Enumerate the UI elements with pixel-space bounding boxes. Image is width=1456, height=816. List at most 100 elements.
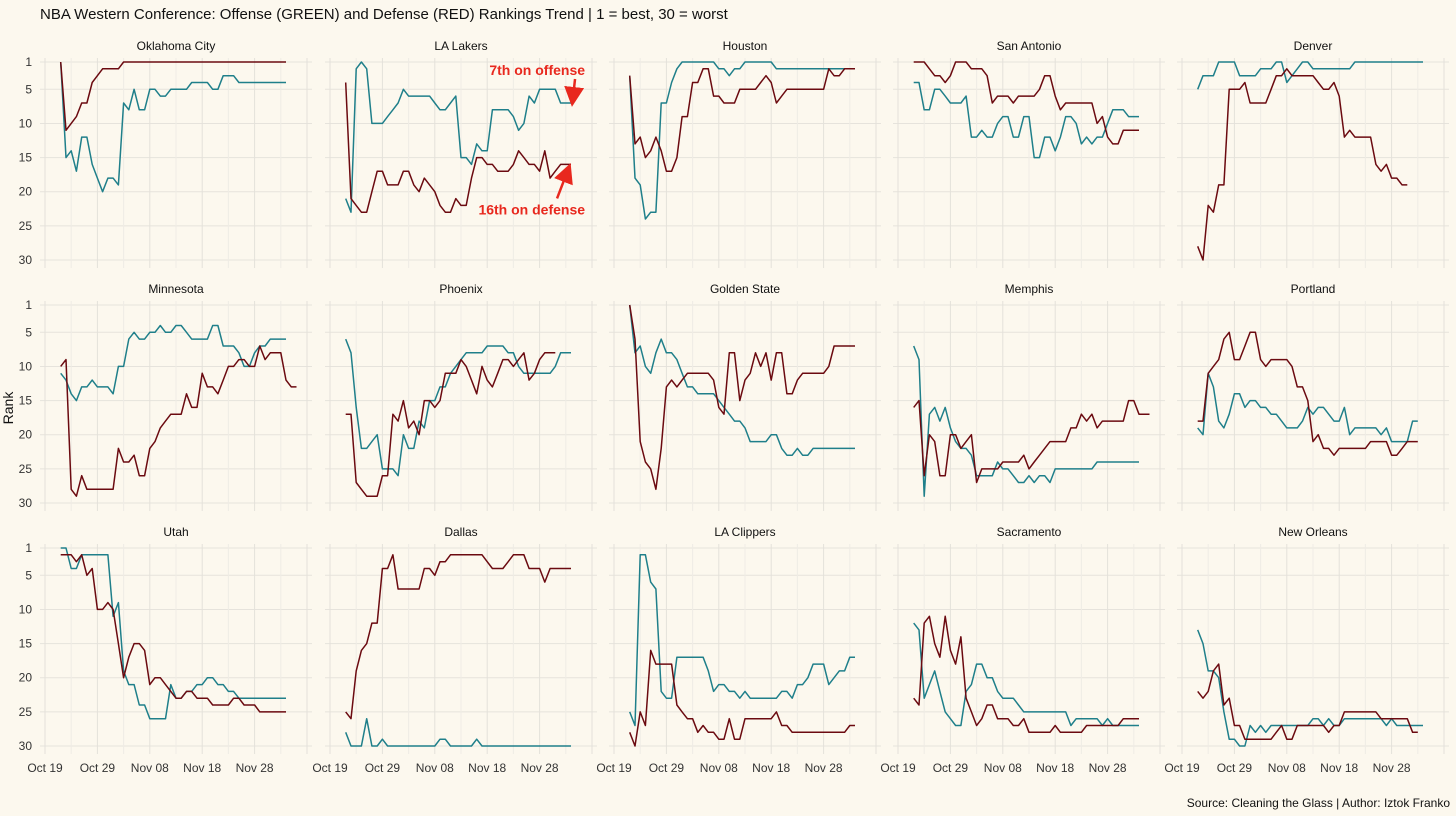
y-tick-label: 5 [25,568,32,582]
x-tick-label: Oct 19 [880,761,916,775]
defense-line-san-antonio [913,61,1139,145]
panel-la-lakers: LA Lakers [325,39,597,268]
y-tick-label: 1 [25,541,32,555]
x-tick-label: Oct 29 [80,761,116,775]
panel-grid [325,301,597,511]
panel-grid [609,544,881,754]
panel-grid [40,544,312,754]
offense-line-dallas [345,717,571,747]
y-tick-label: 10 [19,116,33,130]
y-tick-label: 10 [19,359,33,373]
y-tick-label: 30 [19,739,33,753]
y-tick-label: 25 [19,705,33,719]
offense-line-portland [1197,372,1418,443]
offense-line-golden-state [628,304,855,456]
panel-grid [893,544,1165,754]
chart-caption: Source: Cleaning the Glass | Author: Izt… [1187,796,1451,810]
panel-grid [1177,301,1449,511]
y-tick-label: 20 [19,428,33,442]
panel-title: Oklahoma City [137,39,216,53]
x-tick-label: Nov 28 [521,761,559,775]
x-tick-label: Nov 08 [984,761,1022,775]
x-tick-label: Oct 19 [27,761,63,775]
panel-san-antonio: San Antonio [893,39,1165,268]
x-tick-label: Oct 19 [1164,761,1200,775]
offense-line-minnesota [60,324,286,402]
defense-line-sacramento [913,615,1139,734]
panel-grid [1177,58,1449,268]
panel-grid [893,58,1165,268]
panel-dallas: Dallas Oct 19 Oct 29 Nov 08 Nov 18 Nov 28 [312,525,597,775]
x-tick-label: Nov 18 [183,761,221,775]
panel-title: Memphis [1005,282,1054,296]
panel-grid [325,58,597,268]
panel-title: New Orleans [1278,525,1347,539]
annotation-offense: 7th on offense [489,62,585,78]
panel-phoenix: Phoenix [325,282,597,511]
y-tick-label: 20 [19,671,33,685]
defense-line-la-clippers [629,649,855,747]
x-tick-label: Nov 08 [131,761,169,775]
panel-grid [40,58,312,268]
defense-line-dallas [345,554,571,720]
y-tick-label: 5 [25,325,32,339]
panel-golden-state: Golden State [609,282,881,511]
x-tick-label: Nov 18 [1036,761,1074,775]
x-tick-label: Nov 28 [1089,761,1127,775]
x-tick-label: Nov 18 [1320,761,1358,775]
x-tick-label: Oct 29 [1217,761,1253,775]
y-tick-label: 1 [25,298,32,312]
defense-line-portland [1197,331,1418,456]
y-tick-label: 25 [19,462,33,476]
x-tick-label: Nov 18 [468,761,506,775]
panel-title: Phoenix [439,282,482,296]
x-tick-label: Oct 19 [312,761,348,775]
x-tick-label: Oct 29 [933,761,969,775]
panel-memphis: Memphis [893,282,1165,511]
panel-title: LA Lakers [434,39,487,53]
defense-line-utah [60,554,286,713]
y-tick-label: 10 [19,602,33,616]
panel-title: Golden State [710,282,780,296]
offense-line-new-orleans [1197,629,1423,747]
panel-title: Portland [1291,282,1336,296]
offense-line-houston [628,61,855,220]
offense-line-utah [60,547,286,720]
x-tick-label: Nov 28 [1373,761,1411,775]
defense-line-golden-state [628,304,855,491]
offense-line-san-antonio [913,81,1139,159]
y-tick-label: 15 [19,151,33,165]
y-tick-label: 30 [19,253,33,267]
offense-line-la-clippers [629,554,855,727]
annotation-defense: 16th on defense [478,201,585,217]
x-tick-label: Nov 28 [236,761,274,775]
panel-title: Sacramento [997,525,1062,539]
defense-line-phoenix [345,352,556,497]
panel-title: Denver [1294,39,1333,53]
y-tick-label: 30 [19,496,33,510]
y-tick-label: 5 [25,82,32,96]
panel-denver: Denver [1177,39,1449,268]
defense-line-new-orleans [1197,663,1418,740]
offense-line-sacramento [913,622,1139,727]
defense-line-denver [1197,68,1408,261]
y-axis-label: Rank [0,391,16,425]
panel-houston: Houston [609,39,881,268]
defense-line-oklahoma-city [59,61,286,132]
annotations: 7th on offense 16th on defense [478,62,585,217]
defense-line-houston [628,68,855,172]
panel-title: Dallas [444,525,477,539]
panel-portland: Portland [1177,282,1449,511]
panel-title: Utah [163,525,188,539]
panel-grid [893,301,1165,511]
x-tick-label: Oct 29 [649,761,685,775]
annotation-arrow-defense [554,163,573,199]
panel-sacramento: Sacramento Oct 19 Oct 29 Nov 08 Nov 18 Nov 28 [880,525,1165,775]
x-tick-label: Nov 18 [752,761,790,775]
y-tick-label: 15 [19,637,33,651]
x-tick-label: Nov 08 [1268,761,1306,775]
annotation-arrow-offense [564,78,585,107]
